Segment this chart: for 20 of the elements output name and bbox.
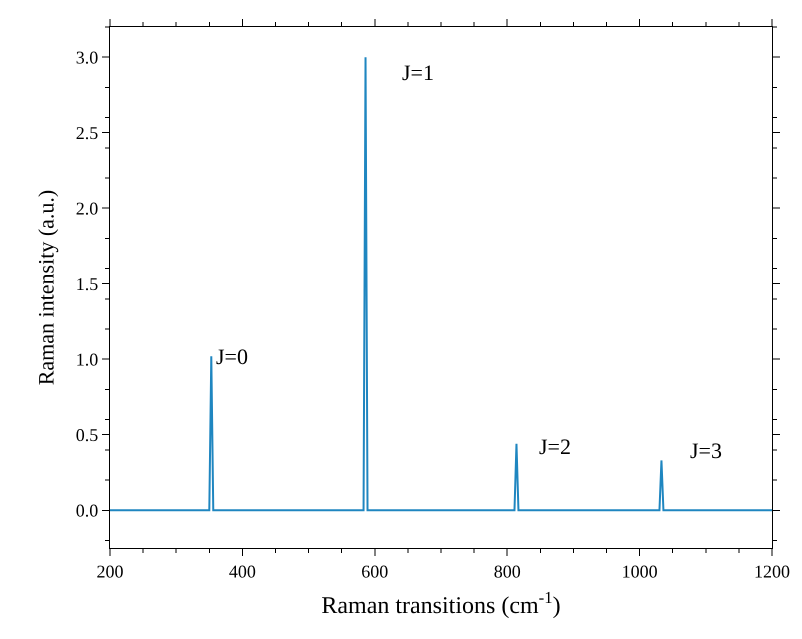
y-axis-title: Raman intensity (a.u.)	[34, 190, 59, 386]
y-tick-label: 3.0	[76, 48, 98, 68]
y-tick-label: 0.5	[76, 425, 98, 446]
x-tick-label: 1200	[754, 562, 790, 582]
x-tick-label: 1000	[622, 562, 658, 582]
y-tick-label: 1.0	[76, 350, 98, 370]
y-tick-label: 0.0	[76, 500, 98, 521]
annotation: J=0	[216, 344, 248, 369]
x-tick-label: 400	[228, 562, 256, 582]
annotation: J=3	[690, 438, 722, 463]
x-tick-label: 600	[361, 562, 388, 582]
y-tick-label: 2.0	[76, 198, 98, 219]
y-tick-label: 2.5	[76, 123, 98, 144]
y-tick-label: 1.5	[76, 274, 98, 294]
x-tick-label: 800	[494, 562, 521, 582]
line-series	[110, 56, 772, 512]
annotation: J=2	[539, 434, 571, 459]
x-tick-label: 200	[96, 562, 124, 582]
x-axis-title: Raman transitions (cm$^{-1}$)	[321, 588, 561, 619]
annotation: J=1	[402, 60, 434, 85]
